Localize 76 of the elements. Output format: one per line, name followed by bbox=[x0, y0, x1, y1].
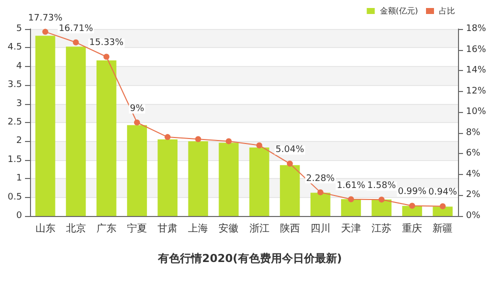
data-label: 1.61% bbox=[336, 180, 366, 191]
x-tick-label: 浙江 bbox=[249, 222, 270, 234]
y-tick-label: 2.5 bbox=[8, 118, 22, 128]
bar bbox=[280, 165, 300, 216]
point bbox=[409, 202, 416, 209]
point bbox=[348, 196, 354, 202]
y-tick-label: 3.5 bbox=[8, 80, 22, 90]
x-tick-label: 北京 bbox=[66, 222, 86, 234]
y-tick-label: 4.5 bbox=[8, 42, 22, 53]
point bbox=[317, 189, 324, 196]
x-tick-label: 陕西 bbox=[280, 222, 300, 234]
bar bbox=[218, 142, 239, 216]
bar bbox=[127, 125, 147, 216]
y-tick-label: 5 bbox=[16, 24, 22, 34]
y-tick-label: 1 bbox=[16, 174, 22, 184]
point bbox=[164, 134, 171, 140]
bar bbox=[249, 148, 270, 216]
data-label: 0.94% bbox=[428, 188, 458, 198]
data-label: 5.04% bbox=[276, 145, 305, 156]
y2-tick-label: 18% bbox=[466, 24, 486, 34]
y2-tick-label: 2% bbox=[466, 190, 481, 200]
bar bbox=[341, 199, 361, 216]
bar bbox=[35, 36, 56, 216]
data-label: 15.33% bbox=[89, 38, 124, 48]
x-tick-label: 甘肃 bbox=[158, 222, 178, 234]
data-label: 9% bbox=[130, 104, 145, 114]
x-tick-label: 上海 bbox=[188, 222, 208, 234]
data-label: 1.58% bbox=[367, 181, 396, 192]
y2-tick-label: 14% bbox=[466, 66, 486, 76]
y2-tick-label: 16% bbox=[466, 44, 486, 55]
data-label: 0.99% bbox=[398, 187, 427, 198]
y2-tick-label: 12% bbox=[466, 86, 486, 96]
legend-label: 金额(亿元) bbox=[380, 6, 418, 16]
point bbox=[72, 39, 79, 46]
y-tick-label: 1.5 bbox=[8, 154, 22, 165]
point bbox=[256, 142, 262, 148]
bar bbox=[432, 206, 453, 216]
y-tick-label: 4 bbox=[16, 61, 22, 72]
data-label: 17.73% bbox=[28, 13, 63, 24]
x-tick-label: 江苏 bbox=[372, 222, 392, 234]
y-tick-label: 0.5 bbox=[8, 192, 22, 202]
bar bbox=[158, 139, 178, 216]
point bbox=[226, 138, 232, 144]
y2-tick-label: 6% bbox=[466, 148, 481, 159]
y-tick-label: 0 bbox=[16, 211, 22, 221]
bar bbox=[66, 46, 86, 216]
x-tick-label: 四川 bbox=[310, 222, 330, 234]
x-tick-label: 宁夏 bbox=[127, 222, 147, 234]
x-tick-label: 新疆 bbox=[432, 222, 453, 234]
text: 有色行情2020(有色费用今日价最新) bbox=[157, 252, 342, 265]
bar bbox=[96, 60, 116, 216]
point bbox=[42, 28, 48, 35]
y-tick-label: 3 bbox=[16, 98, 22, 109]
bar bbox=[402, 206, 422, 216]
y2-tick-label: 4% bbox=[466, 169, 481, 180]
point bbox=[378, 196, 385, 203]
bar bbox=[310, 192, 330, 216]
point bbox=[103, 54, 110, 60]
point bbox=[195, 136, 202, 142]
data-label: 16.71% bbox=[58, 24, 94, 34]
x-tick-label: 山东 bbox=[35, 222, 56, 234]
legend-label: 占比 bbox=[439, 6, 455, 16]
bar bbox=[372, 200, 392, 216]
y2-tick-label: 0% bbox=[466, 211, 481, 221]
y2-tick-label: 8% bbox=[466, 128, 481, 138]
point bbox=[286, 160, 293, 167]
bar bbox=[188, 141, 208, 216]
point bbox=[440, 203, 446, 210]
point bbox=[134, 120, 140, 126]
y-tick-label: 2 bbox=[16, 136, 22, 146]
data-label: 2.28% bbox=[306, 174, 336, 184]
x-tick-label: 重庆 bbox=[402, 222, 422, 234]
x-tick-label: 安徽 bbox=[218, 222, 239, 234]
x-tick-label: 广东 bbox=[96, 222, 116, 234]
x-tick-label: 天津 bbox=[341, 222, 361, 234]
y2-tick-label: 10% bbox=[466, 107, 486, 118]
